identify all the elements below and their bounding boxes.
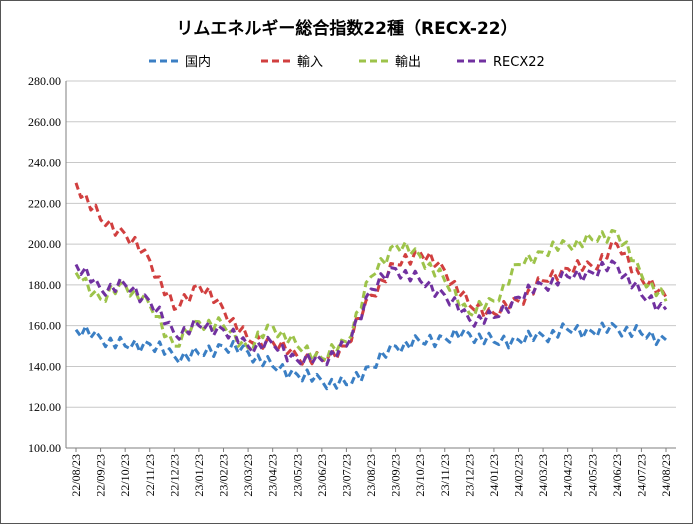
x-tick-label: 22/10/23 bbox=[118, 454, 132, 497]
x-tick-label: 23/11/23 bbox=[438, 454, 452, 496]
series-line-1 bbox=[74, 321, 667, 391]
legend-label: 輸出 bbox=[395, 55, 421, 70]
x-tick-label: 24/02/23 bbox=[512, 454, 526, 497]
x-tick-label: 23/12/23 bbox=[462, 454, 476, 497]
y-tick-label: 100.00 bbox=[28, 441, 61, 455]
x-tick-label: 22/11/23 bbox=[143, 454, 157, 496]
x-tick-label: 22/09/23 bbox=[94, 454, 108, 497]
x-axis: 22/08/23 22/09/23 22/10/23 22/11/23 22/12/23… bbox=[66, 447, 676, 497]
x-tick-label: 24/08/23 bbox=[659, 454, 673, 497]
x-tick-label: 24/07/23 bbox=[634, 454, 648, 497]
x-tick-label: 23/02/23 bbox=[217, 454, 231, 497]
x-tick-label: 23/10/23 bbox=[413, 454, 427, 497]
x-tick-label: 22/08/23 bbox=[69, 454, 83, 497]
x-tick-label: 23/04/23 bbox=[266, 454, 280, 497]
series-line-4 bbox=[74, 259, 668, 367]
y-tick-label: 140.00 bbox=[28, 359, 61, 373]
y-tick-label: 180.00 bbox=[28, 278, 61, 292]
x-tick-label: 23/06/23 bbox=[315, 454, 329, 497]
x-tick-label: 23/03/23 bbox=[241, 454, 255, 497]
y-tick-label: 200.00 bbox=[28, 237, 61, 251]
y-tick-label: 280.00 bbox=[28, 74, 61, 88]
y-tick-label: 260.00 bbox=[28, 115, 61, 129]
legend-label: 国内 bbox=[185, 54, 211, 70]
x-tick-label: 24/01/23 bbox=[487, 454, 501, 497]
x-tick-label: 23/09/23 bbox=[389, 454, 403, 497]
x-tick-label: 22/12/23 bbox=[167, 454, 181, 497]
series-line-3 bbox=[74, 229, 668, 362]
legend-label: RECX22 bbox=[493, 55, 545, 70]
x-tick-label: 23/05/23 bbox=[290, 454, 304, 497]
y-tick-label: 220.00 bbox=[28, 196, 61, 210]
series-line-2 bbox=[74, 182, 668, 366]
y-axis: 100.00 120.00 140.00 160.00 180.00 200.00 220.… bbox=[28, 74, 67, 455]
legend-label: 輸入 bbox=[297, 55, 323, 70]
chart-title: リムエネルギー総合指数22種（RECX-22） bbox=[176, 18, 517, 39]
x-tick-label: 24/03/23 bbox=[536, 454, 550, 497]
x-tick-label: 24/04/23 bbox=[561, 454, 575, 497]
grid bbox=[66, 80, 676, 449]
x-tick-label: 24/05/23 bbox=[585, 454, 599, 497]
legend: 国内 輸入 輸出 RECX22 bbox=[149, 54, 545, 70]
y-tick-label: 120.00 bbox=[28, 400, 61, 414]
series-group bbox=[74, 182, 668, 391]
x-tick-label: 23/07/23 bbox=[339, 454, 353, 497]
x-tick-label: 23/01/23 bbox=[192, 454, 206, 497]
y-tick-label: 160.00 bbox=[28, 319, 61, 333]
x-tick-label: 24/06/23 bbox=[610, 454, 624, 497]
x-tick-label: 23/08/23 bbox=[364, 454, 378, 497]
y-tick-label: 240.00 bbox=[28, 156, 61, 170]
